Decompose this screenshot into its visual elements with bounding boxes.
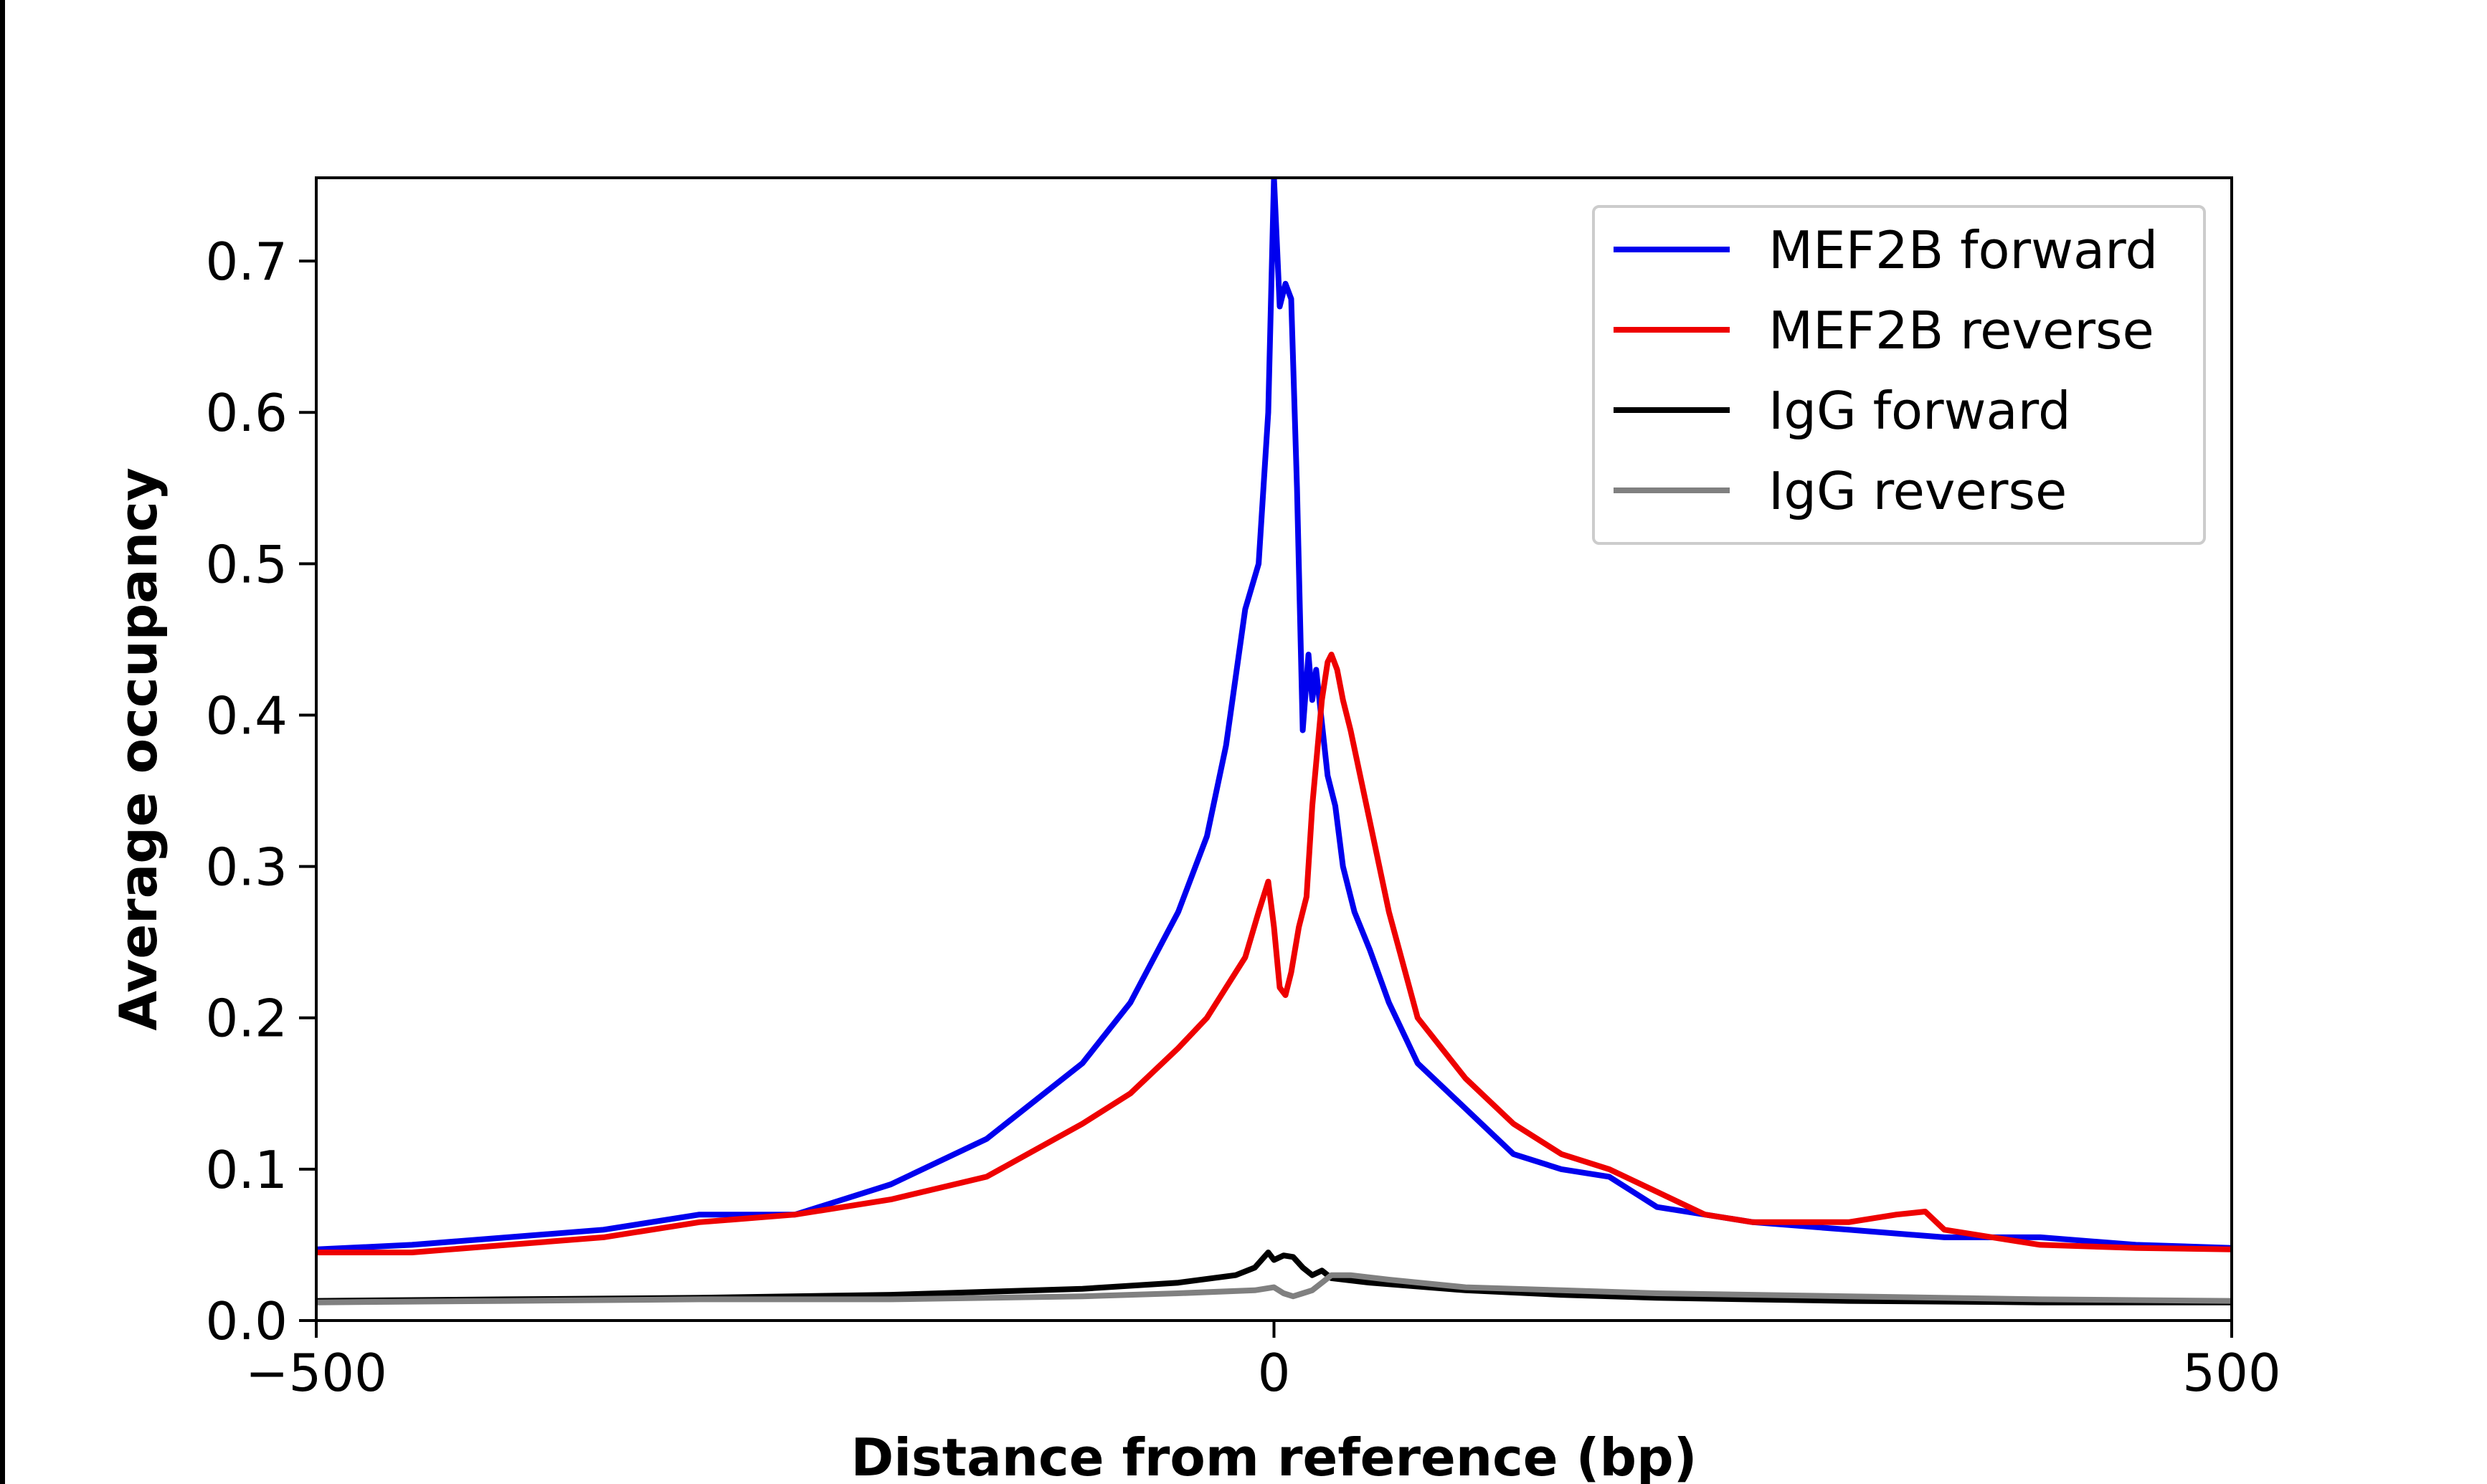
y-tick-label: 0.2	[205, 989, 288, 1049]
series-line-igg-forward	[316, 1250, 2232, 1305]
series-line-mef2b-reverse	[316, 652, 2232, 1255]
figure-left-border	[0, 0, 5, 1484]
y-tick-label: 0.7	[205, 232, 288, 292]
legend-label: IgG forward	[1768, 381, 2071, 441]
y-tick-label: 0.0	[205, 1291, 288, 1351]
y-tick-label: 0.5	[205, 534, 288, 594]
x-tick-label: 0	[1258, 1343, 1291, 1403]
ticks-layer: −500 0 500 0.0 0.1 0.2 0.3 0.4 0.5 0.6 0.7	[205, 232, 2280, 1403]
y-tick-label: 0.1	[205, 1140, 288, 1200]
x-tick-label: −500	[245, 1343, 387, 1403]
y-tick-label: 0.4	[205, 685, 288, 746]
legend-label: MEF2B reverse	[1768, 300, 2154, 361]
x-axis-title: Distance from reference (bp)	[851, 1427, 1697, 1484]
series-line-igg-reverse	[316, 1272, 2232, 1305]
legend: MEF2B forward MEF2B reverse IgG forward IgG…	[1592, 205, 2206, 545]
x-tick-label: 500	[2182, 1343, 2280, 1403]
y-tick-label: 0.3	[205, 837, 288, 898]
legend-label: MEF2B forward	[1768, 220, 2158, 280]
legend-box	[1592, 205, 2206, 545]
series-line-mef2b-forward	[316, 178, 2232, 1252]
y-axis-title: Average occupancy	[108, 467, 169, 1031]
y-tick-label: 0.6	[205, 383, 288, 443]
legend-label: IgG reverse	[1768, 461, 2067, 521]
series-layer	[316, 178, 2232, 1305]
